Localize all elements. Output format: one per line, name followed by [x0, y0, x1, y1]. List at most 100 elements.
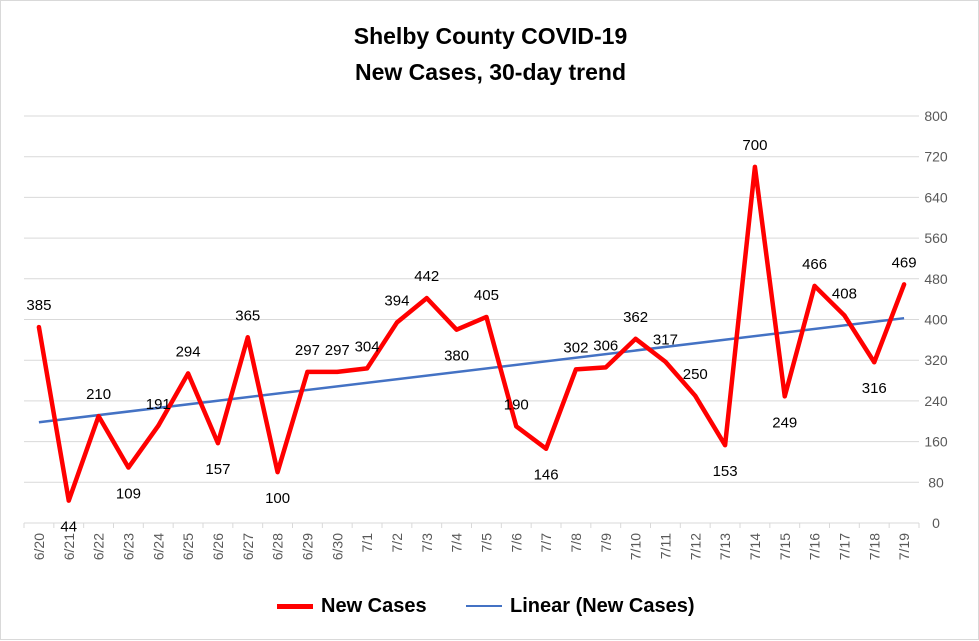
data-label: 469: [892, 254, 917, 271]
data-label: 250: [683, 366, 708, 383]
y-tick-label: 240: [924, 393, 948, 409]
x-tick-label: 7/11: [657, 533, 673, 559]
y-tick-label: 400: [924, 312, 948, 328]
data-label: 297: [325, 342, 350, 359]
x-tick-label: 6/23: [120, 533, 136, 560]
data-label: 109: [116, 486, 141, 503]
x-tick-label: 6/30: [329, 533, 345, 560]
data-point: [66, 498, 71, 503]
data-point: [812, 283, 817, 288]
x-tick-label: 7/8: [568, 533, 584, 553]
x-tick-label: 6/27: [240, 533, 256, 560]
data-label: 394: [384, 293, 409, 310]
x-tick-label: 7/5: [478, 533, 494, 553]
y-tick-label: 560: [924, 230, 948, 246]
data-label: 190: [504, 396, 529, 413]
data-point: [36, 325, 41, 330]
data-point: [723, 443, 728, 448]
data-label: 405: [474, 287, 499, 304]
legend-label-new-cases: New Cases: [321, 594, 427, 617]
x-tick-label: 6/24: [150, 533, 166, 560]
data-label: 297: [295, 342, 320, 359]
data-point: [902, 282, 907, 287]
x-tick-label: 7/16: [807, 533, 823, 560]
data-label: 306: [593, 337, 618, 354]
data-label: 157: [205, 461, 230, 478]
y-tick-label: 720: [924, 149, 948, 165]
y-tick-label: 80: [928, 474, 944, 490]
legend-item-linear-trend: Linear (New Cases): [466, 591, 695, 621]
data-label: 316: [862, 380, 887, 397]
trendline-linear: [38, 316, 905, 424]
data-point: [603, 365, 608, 370]
y-tick-label: 160: [924, 434, 948, 450]
data-label: 100: [265, 490, 290, 507]
legend-swatch-linear-trend: [466, 605, 502, 607]
x-tick-label: 7/18: [866, 533, 882, 560]
x-tick-label: 6/29: [299, 533, 315, 560]
x-tick-label: 7/7: [538, 533, 554, 553]
data-label: 408: [832, 285, 857, 302]
x-tick-label: 6/22: [91, 533, 107, 560]
data-point: [454, 327, 459, 332]
data-label: 365: [235, 307, 260, 324]
data-label: 362: [623, 309, 648, 326]
chart-title: Shelby County COVID-19: [353, 23, 628, 49]
data-label: 249: [772, 414, 797, 431]
legend: New Cases Linear (New Cases): [1, 591, 979, 621]
data-point: [484, 314, 489, 319]
data-point: [514, 424, 519, 429]
y-tick-label: 480: [924, 271, 948, 287]
x-tick-label: 7/15: [777, 533, 793, 560]
data-point: [693, 393, 698, 398]
x-tick-label: 7/1: [359, 533, 375, 553]
x-tick-label: 6/26: [210, 533, 226, 560]
x-tick-label: 7/12: [687, 533, 703, 560]
data-label: 191: [146, 396, 171, 413]
data-label: 385: [26, 297, 51, 314]
data-point: [365, 366, 370, 371]
chart-subtitle: New Cases, 30-day trend: [354, 59, 626, 85]
y-tick-label: 800: [924, 108, 948, 124]
x-tick-label: 7/4: [449, 533, 465, 553]
data-label: 302: [563, 339, 588, 356]
x-tick-label: 6/20: [31, 533, 47, 560]
x-tick-label: 7/9: [598, 533, 614, 553]
data-point: [126, 465, 131, 470]
data-point: [842, 313, 847, 318]
y-tick-label: 0: [932, 515, 940, 531]
data-label: 304: [355, 338, 380, 355]
data-point: [782, 394, 787, 399]
data-label: 153: [713, 463, 738, 480]
data-point: [156, 423, 161, 428]
x-tick-label: 6/25: [180, 533, 196, 560]
legend-swatch-new-cases: [277, 603, 313, 609]
data-point: [633, 336, 638, 341]
data-point: [96, 414, 101, 419]
series-line-new-cases: [36, 164, 907, 503]
data-point: [335, 369, 340, 374]
data-label: 146: [534, 467, 559, 484]
data-point: [245, 335, 250, 340]
x-tick-label: 7/10: [628, 533, 644, 560]
data-point: [663, 359, 668, 364]
data-point: [305, 369, 310, 374]
data-label: 700: [742, 137, 767, 154]
x-tick-label: 7/17: [836, 533, 852, 560]
x-tick-label: 7/19: [896, 533, 912, 560]
data-label: 380: [444, 348, 469, 365]
data-point: [573, 367, 578, 372]
data-label: 317: [653, 332, 678, 349]
y-tick-label: 320: [924, 352, 948, 368]
data-point: [424, 296, 429, 301]
data-point: [544, 446, 549, 451]
legend-label-linear-trend: Linear (New Cases): [510, 594, 695, 617]
data-label: 442: [414, 268, 439, 285]
x-tick-label: 7/2: [389, 533, 405, 553]
data-label: 44: [60, 519, 77, 536]
data-point: [872, 360, 877, 365]
x-tick-label: 6/21: [61, 533, 77, 560]
x-tick-label: 7/6: [508, 533, 524, 553]
